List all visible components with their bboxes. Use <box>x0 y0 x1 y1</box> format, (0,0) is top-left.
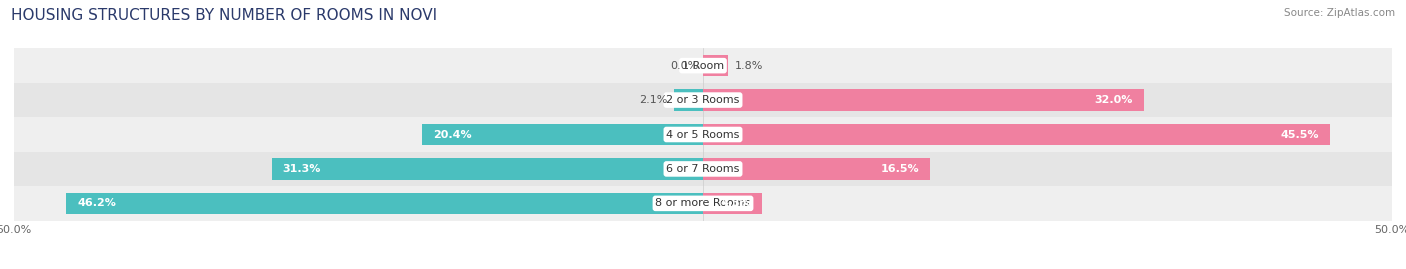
Bar <box>14 83 1392 117</box>
Bar <box>703 193 762 214</box>
Text: 1.8%: 1.8% <box>735 61 763 71</box>
Bar <box>703 89 1144 111</box>
Bar <box>14 48 1392 83</box>
Text: 0.0%: 0.0% <box>671 61 699 71</box>
Bar <box>14 186 1392 221</box>
Text: 45.5%: 45.5% <box>1281 129 1319 140</box>
Text: 2 or 3 Rooms: 2 or 3 Rooms <box>666 95 740 105</box>
Bar <box>271 158 703 180</box>
Bar <box>14 117 1392 152</box>
Bar <box>703 55 728 76</box>
Bar <box>66 193 703 214</box>
Text: 20.4%: 20.4% <box>433 129 471 140</box>
Text: 46.2%: 46.2% <box>77 198 117 208</box>
Text: 2.1%: 2.1% <box>638 95 668 105</box>
Text: HOUSING STRUCTURES BY NUMBER OF ROOMS IN NOVI: HOUSING STRUCTURES BY NUMBER OF ROOMS IN… <box>11 8 437 23</box>
Text: Source: ZipAtlas.com: Source: ZipAtlas.com <box>1284 8 1395 18</box>
Text: 6 or 7 Rooms: 6 or 7 Rooms <box>666 164 740 174</box>
Text: 31.3%: 31.3% <box>283 164 321 174</box>
Bar <box>673 89 703 111</box>
Text: 8 or more Rooms: 8 or more Rooms <box>655 198 751 208</box>
Text: 32.0%: 32.0% <box>1094 95 1133 105</box>
Text: 1 Room: 1 Room <box>682 61 724 71</box>
Bar <box>14 152 1392 186</box>
Text: 16.5%: 16.5% <box>880 164 920 174</box>
Text: 4.3%: 4.3% <box>720 198 751 208</box>
Bar <box>422 124 703 145</box>
Bar <box>703 124 1330 145</box>
Text: 4 or 5 Rooms: 4 or 5 Rooms <box>666 129 740 140</box>
Bar <box>703 158 931 180</box>
